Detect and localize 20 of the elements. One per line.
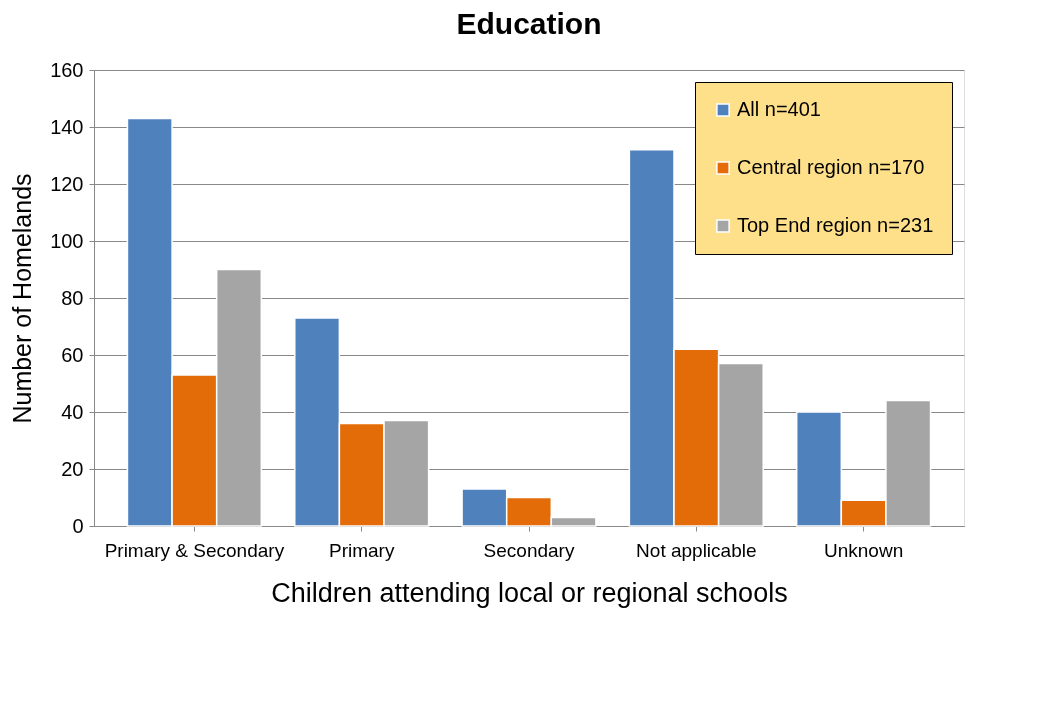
x-tick-label: Primary & Secondary: [104, 539, 285, 561]
x-tick-label: Unknown: [824, 539, 904, 561]
y-axis-title: Number of Homelands: [8, 173, 37, 424]
y-tick-label: 160: [50, 58, 84, 81]
x-axis-title: Children attending local or regional schools: [271, 577, 788, 608]
y-tick-label: 60: [61, 343, 84, 366]
y-tick-label: 0: [72, 514, 84, 537]
x-tick-label: Not applicable: [636, 539, 757, 561]
y-tick-label: 120: [50, 172, 84, 195]
y-tick-label: 80: [61, 286, 84, 309]
legend-label: Central region n=170: [737, 156, 925, 178]
x-tick-label: Primary: [328, 539, 395, 561]
y-tick-label: 40: [61, 400, 84, 423]
x-tick-label: Secondary: [483, 539, 575, 561]
legend-label: All n=401: [737, 98, 821, 120]
legend-label: Top End region n=231: [737, 214, 934, 236]
chart-title: Education: [456, 7, 602, 40]
y-tick-label: 100: [50, 229, 84, 252]
y-tick-label: 20: [61, 457, 84, 480]
y-tick-label: 140: [50, 115, 84, 138]
